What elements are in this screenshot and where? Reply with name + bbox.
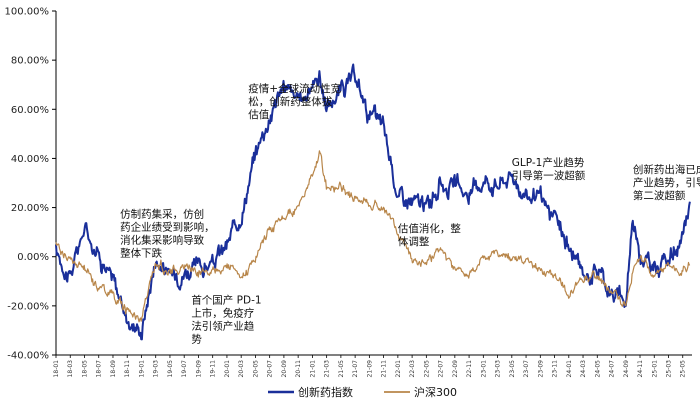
annotation-line: 仿制药集采，仿创 [120,207,204,220]
x-tick-label: 25-01 [651,360,658,378]
x-tick-label: 18-05 [81,360,88,378]
x-tick-label: 21-05 [338,360,345,378]
x-tick-label: 23-05 [509,360,516,378]
y-tick-label: 40.00% [11,154,49,165]
y-tick-label: 0.00% [17,252,49,263]
annotation-line: 创新药出海已成 [633,163,700,176]
series-line-innovative-drug [55,63,691,341]
annotation-line: 法引领产业趋 [191,319,254,332]
series-layer [55,63,691,341]
annotation-line: 势 [191,332,202,345]
x-tick-label: 25-03 [665,360,672,378]
x-tick-label: 20-07 [267,360,274,378]
annotation-line: 估值消化，整 [398,222,461,235]
annotation-line: 松，创新药整体拔 [248,95,332,108]
y-tick-label: -40.00% [7,351,49,362]
x-tick-label: 19-07 [181,360,188,378]
annotation-line: GLP-1产业趋势 [512,156,585,169]
x-tick-label: 19-11 [210,360,217,378]
x-tick-label: 24-03 [580,360,587,378]
x-axis: 18-01 18-03 18-05 18-07 18-09 18-11 19-01 19-03… [53,354,692,378]
x-tick-label: 22-09 [452,360,459,378]
y-tick-label: 100.00% [5,7,50,18]
annotation-line: 上市，免疫疗 [191,306,254,319]
x-tick-label: 19-05 [167,360,174,378]
x-tick-label: 23-01 [480,360,487,378]
annotation-line: 第二波超额 [633,189,686,202]
annotation-line: 体调整 [398,235,430,248]
x-tick-label: 21-07 [352,360,359,378]
legend-label: 创新药指数 [298,385,353,399]
x-tick-label: 24-01 [566,360,573,378]
x-tick-label: 18-03 [67,360,74,378]
x-tick-label: 22-07 [438,360,445,378]
x-tick-label: 19-09 [195,360,202,378]
y-tick-label: 20.00% [11,203,49,214]
annotation-line: 药企业绩受到影响， [120,220,215,233]
x-tick-label: 22-01 [395,360,402,378]
y-tick-label: 60.00% [11,105,49,116]
x-tick-label: 18-11 [124,360,131,378]
legend-label: 沪深300 [414,385,457,399]
x-tick-label: 24-09 [623,360,630,378]
legend: 创新药指数 沪深300 [268,385,457,399]
x-tick-label: 20-05 [252,360,259,378]
x-tick-label: 24-05 [594,360,601,378]
annotation-line: 消化集采影响导致 [120,233,204,246]
x-tick-label: 19-01 [138,360,145,378]
series-line-csi300 [55,150,691,323]
y-tick-label: 80.00% [11,56,49,67]
x-tick-label: 21-01 [309,360,316,378]
x-tick-label: 22-05 [423,360,430,378]
x-tick-label: 20-01 [224,360,231,378]
x-tick-label: 22-03 [409,360,416,378]
x-tick-label: 23-07 [523,360,530,378]
x-tick-label: 18-09 [110,360,117,378]
x-tick-label: 22-11 [466,360,473,378]
y-tick-label: -20.00% [7,301,49,312]
x-tick-label: 24-11 [637,360,644,378]
x-tick-label: 20-03 [238,360,245,378]
x-tick-label: 21-11 [381,360,388,378]
annotation-line: 整体下跌 [120,246,162,259]
x-tick-label: 23-09 [537,360,544,378]
x-tick-label: 21-03 [324,360,331,378]
x-tick-label: 25-05 [680,360,687,378]
annotation-line: 产业趋势，引导 [633,176,700,189]
annotation-line: 估值 [248,108,269,121]
annotation-line: 疫情+全球流动性宽 [248,82,341,95]
x-tick-label: 20-11 [295,360,302,378]
x-tick-label: 21-09 [366,360,373,378]
x-tick-label: 18-01 [53,360,60,378]
annotation-line: 首个国产 PD-1 [191,293,261,306]
x-tick-label: 19-03 [153,360,160,378]
x-tick-label: 23-03 [495,360,502,378]
x-tick-label: 18-07 [96,360,103,378]
x-tick-label: 20-09 [281,360,288,378]
y-axis: -40.00% -20.00% 0.00% 20.00% 40.00% 60.00% 80.… [5,7,57,362]
x-tick-label: 23-11 [552,360,559,378]
x-tick-label: 24-07 [609,360,616,378]
annotation-line: 引导第一波超额 [512,169,586,182]
